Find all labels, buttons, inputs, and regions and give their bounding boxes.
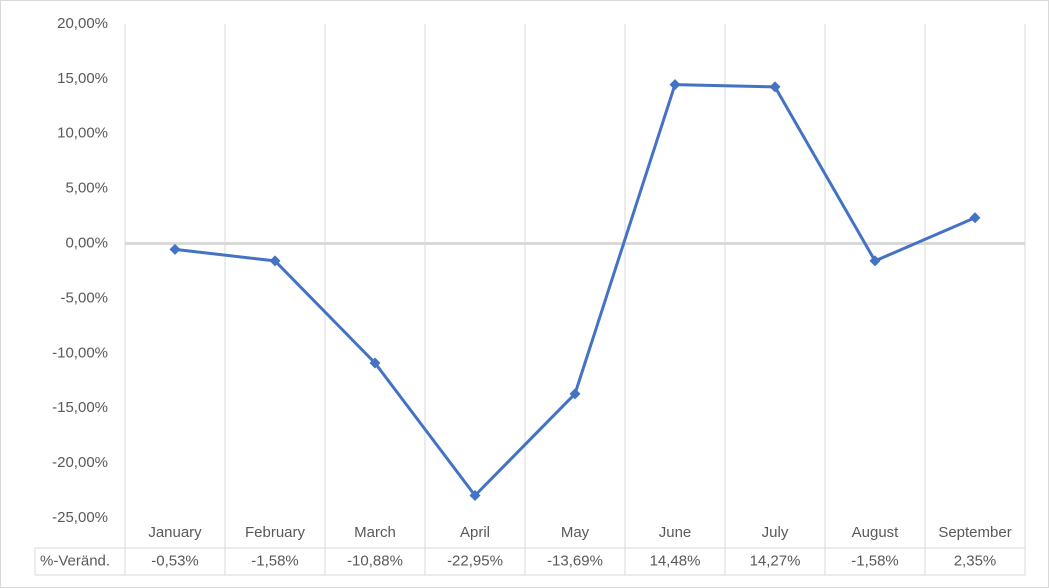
x-tick-label: January	[148, 524, 202, 541]
x-tick-label: July	[762, 524, 789, 541]
legend-label: %-Veränd.	[40, 552, 110, 569]
marker	[569, 388, 581, 400]
y-tick-label: 20,00%	[57, 15, 108, 32]
data-table-value: -0,53%	[151, 552, 199, 569]
data-table-value: -22,95%	[447, 552, 503, 569]
y-tick-label: -20,00%	[52, 454, 108, 471]
y-tick-label: -25,00%	[52, 509, 108, 526]
x-tick-label: February	[245, 524, 306, 541]
data-table-value: 14,48%	[650, 552, 701, 569]
marker	[869, 255, 881, 267]
marker	[469, 489, 481, 501]
x-tick-label: August	[852, 524, 900, 541]
data-table-value: -1,58%	[851, 552, 899, 569]
y-tick-label: 0,00%	[65, 235, 108, 252]
y-tick-label: -10,00%	[52, 344, 108, 361]
y-tick-label: -5,00%	[60, 289, 108, 306]
y-tick-label: -15,00%	[52, 399, 108, 416]
marker	[169, 243, 181, 255]
data-table-value: -13,69%	[547, 552, 603, 569]
y-tick-label: 5,00%	[65, 180, 108, 197]
marker	[269, 255, 281, 267]
x-tick-label: April	[460, 524, 490, 541]
y-tick-label: 15,00%	[57, 70, 108, 87]
y-tick-label: 10,00%	[57, 125, 108, 142]
marker	[969, 212, 981, 224]
data-table-value: 14,27%	[750, 552, 801, 569]
data-table-value: -1,58%	[251, 552, 299, 569]
data-table-value: -10,88%	[347, 552, 403, 569]
marker	[769, 81, 781, 93]
x-tick-label: May	[561, 524, 590, 541]
marker	[669, 79, 681, 91]
x-tick-label: June	[659, 524, 692, 541]
x-tick-label: March	[354, 524, 396, 541]
x-tick-label: September	[938, 524, 1011, 541]
marker	[369, 357, 381, 369]
data-table-value: 2,35%	[954, 552, 997, 569]
